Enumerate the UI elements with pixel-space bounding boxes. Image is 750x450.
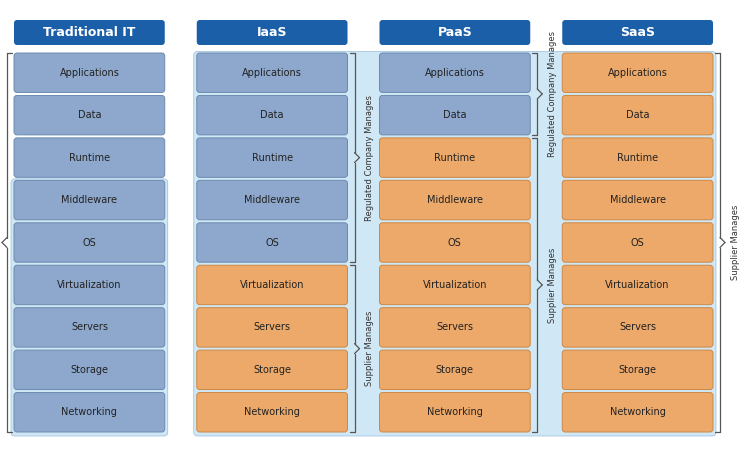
Text: Traditional IT: Traditional IT bbox=[44, 26, 136, 39]
FancyBboxPatch shape bbox=[14, 223, 165, 262]
Text: Storage: Storage bbox=[70, 365, 108, 375]
FancyBboxPatch shape bbox=[562, 223, 713, 262]
FancyBboxPatch shape bbox=[14, 392, 165, 432]
FancyBboxPatch shape bbox=[380, 180, 530, 220]
FancyBboxPatch shape bbox=[194, 51, 716, 436]
FancyBboxPatch shape bbox=[196, 20, 347, 45]
Text: IaaS: IaaS bbox=[256, 26, 287, 39]
FancyBboxPatch shape bbox=[562, 138, 713, 177]
FancyBboxPatch shape bbox=[380, 223, 530, 262]
FancyBboxPatch shape bbox=[196, 53, 347, 92]
FancyBboxPatch shape bbox=[380, 350, 530, 390]
Text: Middleware: Middleware bbox=[62, 195, 117, 205]
Text: Networking: Networking bbox=[610, 407, 665, 417]
FancyBboxPatch shape bbox=[14, 308, 165, 347]
Text: Networking: Networking bbox=[427, 407, 483, 417]
Text: Networking: Networking bbox=[244, 407, 300, 417]
Text: Servers: Servers bbox=[436, 322, 473, 333]
Text: Virtualization: Virtualization bbox=[423, 280, 488, 290]
Text: Data: Data bbox=[443, 110, 466, 120]
Text: Data: Data bbox=[78, 110, 101, 120]
FancyBboxPatch shape bbox=[562, 95, 713, 135]
FancyBboxPatch shape bbox=[14, 53, 165, 92]
Text: Data: Data bbox=[626, 110, 650, 120]
FancyBboxPatch shape bbox=[380, 138, 530, 177]
Text: Middleware: Middleware bbox=[610, 195, 666, 205]
Text: Middleware: Middleware bbox=[244, 195, 300, 205]
Text: Storage: Storage bbox=[619, 365, 657, 375]
Text: Runtime: Runtime bbox=[251, 153, 292, 162]
Text: OS: OS bbox=[82, 238, 96, 248]
FancyBboxPatch shape bbox=[562, 180, 713, 220]
FancyBboxPatch shape bbox=[14, 265, 165, 305]
Text: Regulated Company Manages: Regulated Company Manages bbox=[548, 31, 556, 157]
Text: Runtime: Runtime bbox=[69, 153, 110, 162]
FancyBboxPatch shape bbox=[196, 223, 347, 262]
Text: Virtualization: Virtualization bbox=[605, 280, 670, 290]
FancyBboxPatch shape bbox=[562, 20, 713, 45]
FancyBboxPatch shape bbox=[14, 180, 165, 220]
FancyBboxPatch shape bbox=[14, 350, 165, 390]
Text: Servers: Servers bbox=[254, 322, 291, 333]
FancyBboxPatch shape bbox=[380, 20, 530, 45]
Text: PaaS: PaaS bbox=[437, 26, 472, 39]
Text: Applications: Applications bbox=[608, 68, 668, 78]
Text: Servers: Servers bbox=[70, 322, 108, 333]
Text: Data: Data bbox=[260, 110, 284, 120]
Text: Middleware: Middleware bbox=[427, 195, 483, 205]
FancyBboxPatch shape bbox=[380, 392, 530, 432]
Text: Runtime: Runtime bbox=[617, 153, 658, 162]
FancyBboxPatch shape bbox=[562, 53, 713, 92]
FancyBboxPatch shape bbox=[562, 308, 713, 347]
Text: Regulated Company Manages: Regulated Company Manages bbox=[365, 94, 374, 220]
Text: OS: OS bbox=[448, 238, 462, 248]
Text: OS: OS bbox=[631, 238, 644, 248]
FancyBboxPatch shape bbox=[14, 95, 165, 135]
FancyBboxPatch shape bbox=[196, 265, 347, 305]
Text: Virtualization: Virtualization bbox=[240, 280, 304, 290]
Text: Applications: Applications bbox=[425, 68, 484, 78]
Text: Supplier Manages: Supplier Manages bbox=[548, 247, 556, 323]
FancyBboxPatch shape bbox=[14, 138, 165, 177]
Text: OS: OS bbox=[266, 238, 279, 248]
Text: Storage: Storage bbox=[253, 365, 291, 375]
FancyBboxPatch shape bbox=[14, 20, 165, 45]
FancyBboxPatch shape bbox=[196, 138, 347, 177]
FancyBboxPatch shape bbox=[380, 265, 530, 305]
Text: Virtualization: Virtualization bbox=[57, 280, 122, 290]
FancyBboxPatch shape bbox=[11, 179, 168, 436]
Text: Applications: Applications bbox=[59, 68, 119, 78]
Text: Applications: Applications bbox=[242, 68, 302, 78]
FancyBboxPatch shape bbox=[196, 350, 347, 390]
Text: Servers: Servers bbox=[620, 322, 656, 333]
FancyBboxPatch shape bbox=[196, 308, 347, 347]
Text: Runtime: Runtime bbox=[434, 153, 476, 162]
FancyBboxPatch shape bbox=[196, 180, 347, 220]
Text: Supplier Manages: Supplier Manages bbox=[730, 205, 740, 280]
FancyBboxPatch shape bbox=[562, 392, 713, 432]
FancyBboxPatch shape bbox=[380, 95, 530, 135]
FancyBboxPatch shape bbox=[380, 53, 530, 92]
Text: SaaS: SaaS bbox=[620, 26, 656, 39]
FancyBboxPatch shape bbox=[562, 265, 713, 305]
Text: Networking: Networking bbox=[62, 407, 117, 417]
Text: Supplier Manages: Supplier Manages bbox=[365, 311, 374, 386]
FancyBboxPatch shape bbox=[562, 350, 713, 390]
FancyBboxPatch shape bbox=[196, 95, 347, 135]
FancyBboxPatch shape bbox=[196, 392, 347, 432]
Text: Storage: Storage bbox=[436, 365, 474, 375]
FancyBboxPatch shape bbox=[380, 308, 530, 347]
